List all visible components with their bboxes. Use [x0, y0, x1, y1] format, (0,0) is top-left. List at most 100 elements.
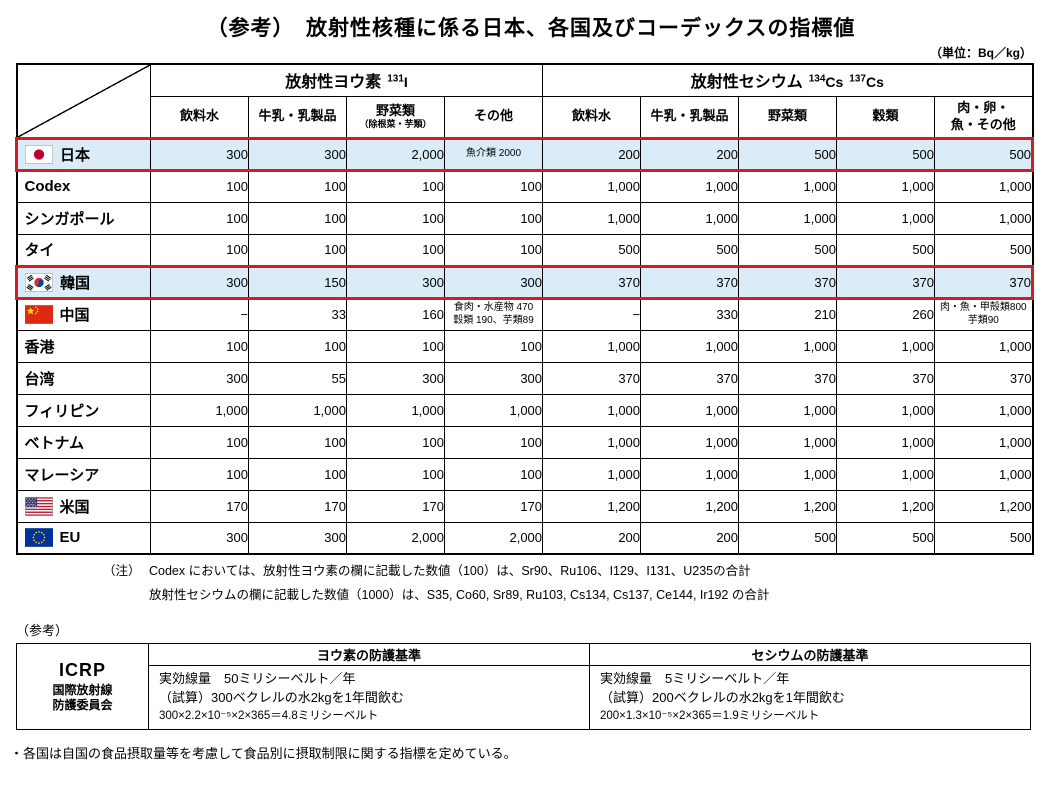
icrp-cell: ICRP 国際放射線 防護委員会 — [16, 642, 149, 731]
value-cell: 170 — [248, 489, 347, 523]
table-row: マレーシア 100 100 100 100 1,000 1,000 1,000 1,000 1,0… — [16, 457, 1034, 491]
value-cell: 370 — [934, 264, 1035, 300]
value-cell: 200 — [640, 521, 740, 555]
value-cell: 1,000 — [542, 169, 642, 203]
value-cell: 100 — [346, 425, 445, 459]
value-cell: 1,200 — [542, 489, 642, 523]
value-cell: 1,000 — [738, 393, 838, 427]
value-cell: 100 — [248, 329, 347, 363]
value-cell: 100 — [150, 233, 249, 267]
group-header-cesium: 放射性セシウム 134Cs 137Cs — [542, 63, 1034, 97]
reference-label: （参考） — [16, 623, 69, 638]
icrp-name: 国際放射線 防護委員会 — [52, 682, 113, 713]
value-cell: 370 — [640, 361, 740, 395]
value-cell: 1,000 — [542, 457, 642, 491]
country-name: 米国 — [59, 498, 90, 516]
value-cell: 100 — [443, 425, 544, 459]
value-cell: 100 — [443, 457, 544, 491]
country-name: 日本 — [60, 146, 91, 164]
country-name: シンガポール — [24, 210, 115, 228]
country-cell: 日本 — [15, 136, 151, 172]
iodine-trial-line: （試算）300ベクレルの水2kgを1年間飲む — [159, 689, 404, 705]
value-cell: 1,200 — [934, 489, 1034, 523]
country-name: EU — [59, 529, 81, 547]
value-cell: 100 — [150, 425, 249, 459]
footer-note: ・各国は自国の食品摂取量等を考慮して食品別に摂取制限に関する指標を定めている。 — [10, 746, 517, 762]
value-cell: 500 — [738, 136, 838, 172]
iodine-standard-cell: 実効線量 50ミリシーベルト／年 （試算）300ベクレルの水2kgを1年間飲む … — [148, 664, 590, 731]
value-cell: 500 — [640, 233, 740, 267]
country-cell: タイ — [16, 233, 151, 267]
value-cell: 1,000 — [542, 329, 642, 363]
unit-note: （単位：Bq／kg） — [929, 46, 1032, 60]
value-cell: 370 — [934, 361, 1034, 395]
country-cell: 台湾 — [16, 361, 151, 395]
value-cell: 100 — [443, 233, 544, 267]
nuclide-iodine-131: 131I — [387, 73, 408, 91]
table-row: 台湾 300 55 300 300 370 370 370 370 370 — [16, 361, 1034, 395]
value-cell: 370 — [738, 264, 838, 300]
notes-label: （注） — [103, 564, 141, 578]
country-name: マレーシア — [24, 466, 100, 484]
value-cell: 1,000 — [934, 329, 1034, 363]
value-cell: 100 — [346, 457, 445, 491]
value-cell: 1,000 — [640, 329, 740, 363]
value-cell: 170 — [346, 489, 445, 523]
nuclide-cesium-134: 134Cs — [808, 73, 844, 91]
value-cell: 370 — [738, 361, 838, 395]
value-cell: 1,000 — [542, 393, 642, 427]
value-cell: 2,000 — [346, 136, 445, 172]
group-iodine-label: 放射性ヨウ素 — [285, 74, 382, 92]
value-cell: 300 — [150, 361, 249, 395]
korea-flag-icon — [25, 272, 53, 292]
value-cell: 1,200 — [836, 489, 936, 523]
page-title: （参考） 放射性核種に係る日本、各国及びコーデックスの指標値 — [206, 17, 856, 40]
corner-cell — [16, 63, 151, 139]
country-name: タイ — [24, 242, 55, 259]
table-row: ベトナム 100 100 100 100 1,000 1,000 1,000 1,000 1,00… — [16, 425, 1034, 459]
value-cell: 500 — [934, 521, 1034, 555]
iodine-dose-line: 実効線量 50ミリシーベルト／年 — [159, 671, 356, 686]
country-cell: ベトナム — [16, 425, 151, 459]
value-cell: 300 — [150, 264, 249, 300]
value-cell: − — [542, 297, 642, 331]
iodine-standard-header: ヨウ素の防護基準 — [148, 643, 590, 666]
value-cell: 500 — [934, 233, 1034, 267]
icrp-abbr: ICRP — [58, 659, 106, 680]
value-cell: 300 — [346, 361, 445, 395]
value-cell: 330 — [640, 297, 740, 331]
value-cell: 200 — [542, 136, 642, 172]
value-cell: 500 — [836, 233, 936, 267]
usa-flag-icon — [24, 496, 53, 516]
value-cell: 1,200 — [738, 489, 838, 523]
value-cell: 500 — [542, 233, 642, 267]
value-cell: 300 — [346, 264, 445, 300]
column-header-others-i: その他 — [443, 95, 544, 139]
china-flag-icon — [24, 305, 53, 324]
value-cell: 1,000 — [738, 329, 838, 363]
iodine-calc-line: 300×2.2×10⁻⁵×2×365＝4.8ミリシーベルト — [159, 709, 379, 722]
value-cell: 肉・魚・甲殻類800 芋類90 — [934, 297, 1034, 331]
table-row: シンガポール 100 100 100 100 1,000 1,000 1,000 1,000 1,… — [16, 201, 1034, 235]
country-cell: マレーシア — [16, 457, 151, 491]
value-cell: 魚介類 2000 — [443, 136, 544, 172]
value-cell: 1,000 — [640, 169, 740, 203]
value-cell: 200 — [542, 521, 642, 555]
value-cell: 100 — [248, 169, 347, 203]
value-cell: 1,000 — [738, 169, 838, 203]
value-cell: 1,000 — [248, 393, 347, 427]
value-cell: 1,000 — [934, 425, 1034, 459]
value-cell: 100 — [248, 201, 347, 235]
country-name: ベトナム — [24, 434, 85, 452]
country-cell: 中国 — [16, 297, 151, 331]
value-cell: 100 — [346, 233, 445, 267]
country-cell: 韓国 — [15, 264, 151, 300]
cesium-standard-cell: 実効線量 5ミリシーベルト／年 （試算）200ベクレルの水2kgを1年間飲む 2… — [589, 664, 1031, 731]
table-row: フィリピン 1,000 1,000 1,000 1,000 1,000 1,000 1,000… — [16, 393, 1034, 427]
value-cell: 100 — [346, 201, 445, 235]
group-cesium-label: 放射性セシウム — [690, 74, 803, 92]
column-header-milk-i: 牛乳・乳製品 — [248, 95, 347, 139]
country-name: Codex — [24, 178, 71, 195]
country-cell: 香港 — [16, 329, 151, 363]
value-cell: 100 — [443, 169, 544, 203]
